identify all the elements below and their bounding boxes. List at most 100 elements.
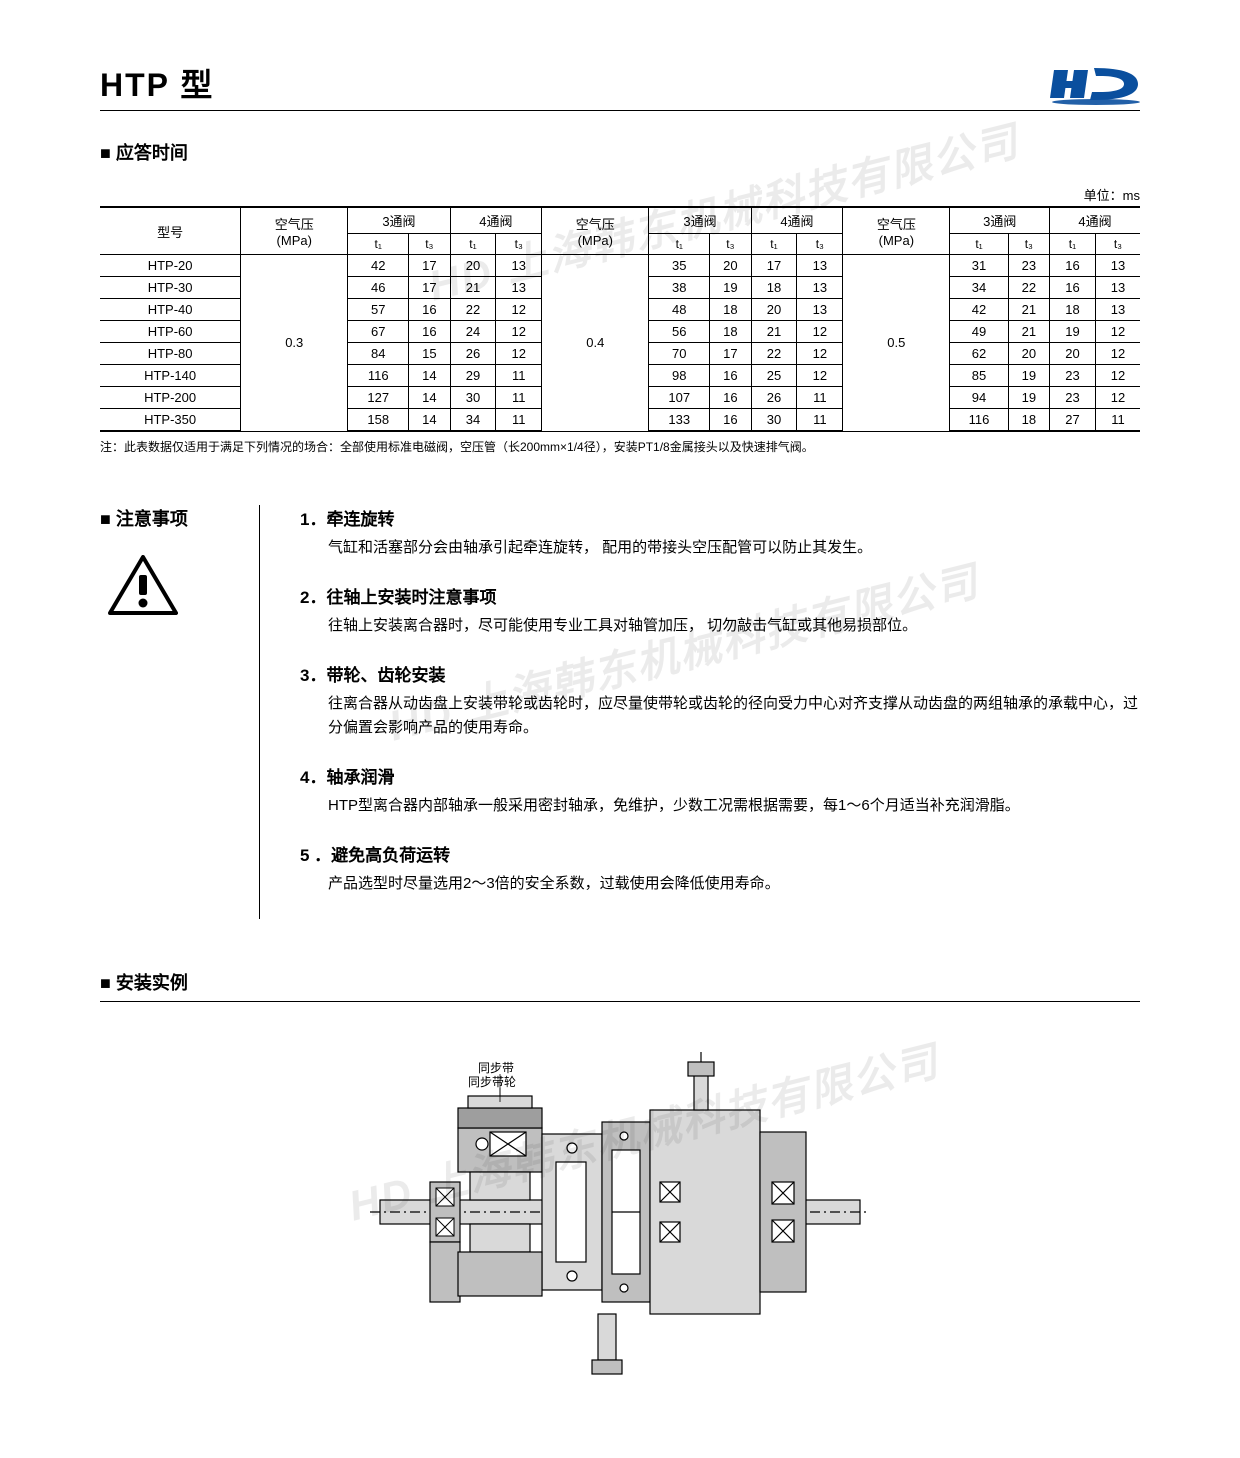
col-t3: t₃ <box>710 234 751 255</box>
col-4valve: 4通阀 <box>1050 207 1140 234</box>
warning-icon <box>108 555 249 622</box>
diagram-label-pulley: 同步带轮 <box>468 1075 516 1089</box>
cell-value: 11 <box>496 409 542 432</box>
cell-value: 12 <box>1095 343 1140 365</box>
col-t1: t₁ <box>450 234 496 255</box>
precaution-title: 1．牵连旋转 <box>300 505 1140 530</box>
precaution-title: 5 ．避免高负荷运转 <box>300 841 1140 866</box>
cell-value: 30 <box>751 409 797 432</box>
cell-value: 12 <box>797 321 843 343</box>
cell-value: 14 <box>409 365 450 387</box>
precautions-section: 注意事项 1．牵连旋转 气缸和活塞部分会由轴承引起牵连旋转， 配用的带接头空压配… <box>100 505 1140 919</box>
cell-value: 38 <box>649 277 710 299</box>
cell-value: 18 <box>710 299 751 321</box>
cell-value: 11 <box>797 387 843 409</box>
cell-value: 23 <box>1050 387 1096 409</box>
cell-value: 17 <box>710 343 751 365</box>
col-t1: t₁ <box>751 234 797 255</box>
cell-value: 18 <box>1050 299 1096 321</box>
cell-value: 46 <box>348 277 409 299</box>
table-row: HTP-200.3421720130.4352017130.531231613 <box>100 255 1140 277</box>
cell-value: 13 <box>797 277 843 299</box>
cell-value: 13 <box>1095 299 1140 321</box>
cell-value: 127 <box>348 387 409 409</box>
cell-value: 14 <box>409 387 450 409</box>
page-title: HTP 型 <box>100 60 214 106</box>
cell-value: 133 <box>649 409 710 432</box>
cell-pressure: 0.5 <box>843 255 950 432</box>
cell-value: 34 <box>950 277 1008 299</box>
cell-value: 30 <box>450 387 496 409</box>
col-t3: t₃ <box>797 234 843 255</box>
cell-value: 20 <box>1050 343 1096 365</box>
cell-value: 107 <box>649 387 710 409</box>
cell-value: 21 <box>1008 321 1049 343</box>
col-t1: t₁ <box>649 234 710 255</box>
section-heading-precautions: 注意事项 <box>100 505 249 531</box>
response-time-table: 型号 空气压 (MPa) 3通阀 4通阀 空气压 (MPa) 3通阀 4通阀 空… <box>100 206 1140 432</box>
cell-value: 42 <box>348 255 409 277</box>
cell-value: 85 <box>950 365 1008 387</box>
cell-value: 19 <box>1050 321 1096 343</box>
page-header: HTP 型 <box>100 60 1140 111</box>
col-model: 型号 <box>100 207 241 255</box>
cell-value: 19 <box>1008 387 1049 409</box>
cell-value: 57 <box>348 299 409 321</box>
cell-value: 35 <box>649 255 710 277</box>
col-t3: t₃ <box>1008 234 1049 255</box>
cell-value: 12 <box>1095 387 1140 409</box>
section-heading-response: 应答时间 <box>100 139 1140 165</box>
cell-value: 22 <box>751 343 797 365</box>
cell-value: 29 <box>450 365 496 387</box>
cell-value: 20 <box>450 255 496 277</box>
cell-value: 11 <box>496 387 542 409</box>
cell-value: 12 <box>496 321 542 343</box>
cell-value: 16 <box>710 409 751 432</box>
col-t1: t₁ <box>950 234 1008 255</box>
table-footnote: 注：此表数据仅适用于满足下列情况的场合：全部使用标准电磁阀，空压管（长200mm… <box>100 438 1140 455</box>
cell-value: 17 <box>409 255 450 277</box>
col-pressure: 空气压 (MPa) <box>241 207 348 255</box>
cell-value: 13 <box>496 255 542 277</box>
cell-value: 116 <box>348 365 409 387</box>
cell-value: 20 <box>710 255 751 277</box>
cell-value: 48 <box>649 299 710 321</box>
section-heading-install: 安装实例 <box>100 969 1140 1002</box>
cell-value: 24 <box>450 321 496 343</box>
cell-value: 116 <box>950 409 1008 432</box>
cell-value: 13 <box>496 277 542 299</box>
col-4valve: 4通阀 <box>751 207 843 234</box>
cell-value: 19 <box>710 277 751 299</box>
cell-value: 17 <box>751 255 797 277</box>
cell-value: 84 <box>348 343 409 365</box>
cell-value: 16 <box>710 387 751 409</box>
cell-value: 20 <box>1008 343 1049 365</box>
cell-value: 13 <box>797 299 843 321</box>
cell-value: 98 <box>649 365 710 387</box>
cell-value: 12 <box>1095 365 1140 387</box>
cell-value: 18 <box>1008 409 1049 432</box>
col-3valve: 3通阀 <box>649 207 751 234</box>
cell-model: HTP-140 <box>100 365 241 387</box>
col-3valve: 3通阀 <box>950 207 1050 234</box>
cell-model: HTP-350 <box>100 409 241 432</box>
cell-value: 13 <box>1095 277 1140 299</box>
response-time-section: 应答时间 单位：ms 型号 空气压 (MPa) 3通阀 4通阀 空气压 (MPa… <box>100 139 1140 455</box>
cell-value: 70 <box>649 343 710 365</box>
col-pressure: 空气压 (MPa) <box>843 207 950 255</box>
cell-value: 94 <box>950 387 1008 409</box>
precaution-body: 气缸和活塞部分会由轴承引起牵连旋转， 配用的带接头空压配管可以防止其发生。 <box>300 536 1140 561</box>
precaution-body: 往离合器从动齿盘上安装带轮或齿轮时，应尽量使带轮或齿轮的径向受力中心对齐支撑从动… <box>300 692 1140 742</box>
cell-value: 20 <box>751 299 797 321</box>
cell-value: 12 <box>496 343 542 365</box>
cell-value: 11 <box>1095 409 1140 432</box>
cell-pressure: 0.4 <box>542 255 649 432</box>
cell-value: 16 <box>1050 277 1096 299</box>
cell-value: 16 <box>710 365 751 387</box>
col-t3: t₃ <box>496 234 542 255</box>
precaution-item: 2．往轴上安装时注意事项 往轴上安装离合器时，尽可能使用专业工具对轴管加压， 切… <box>300 583 1140 639</box>
cell-model: HTP-60 <box>100 321 241 343</box>
cell-value: 49 <box>950 321 1008 343</box>
precaution-body: 往轴上安装离合器时，尽可能使用专业工具对轴管加压， 切勿敲击气缸或其他易损部位。 <box>300 614 1140 639</box>
cell-value: 56 <box>649 321 710 343</box>
